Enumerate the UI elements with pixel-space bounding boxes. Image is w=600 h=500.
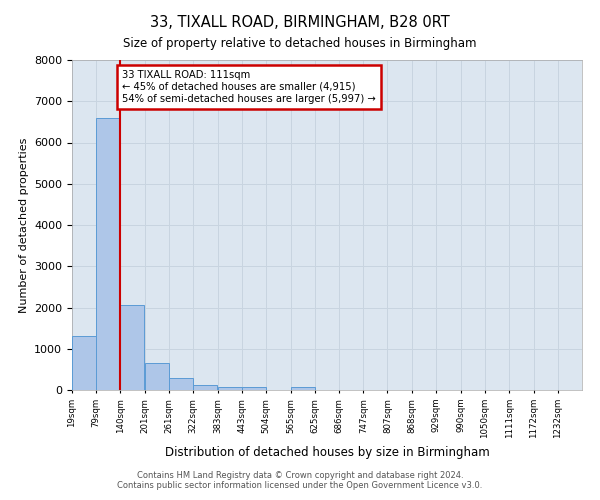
Bar [96, 118, 120, 390]
Bar [242, 386, 266, 390]
Bar [193, 384, 217, 390]
X-axis label: Distribution of detached houses by size in Birmingham: Distribution of detached houses by size … [164, 446, 490, 460]
Bar [290, 386, 314, 390]
Bar [218, 386, 242, 390]
Bar [121, 304, 145, 390]
Bar [145, 363, 169, 390]
Text: Size of property relative to detached houses in Birmingham: Size of property relative to detached ho… [123, 38, 477, 51]
Bar [169, 378, 193, 390]
Text: 33 TIXALL ROAD: 111sqm
← 45% of detached houses are smaller (4,915)
54% of semi-: 33 TIXALL ROAD: 111sqm ← 45% of detached… [122, 70, 376, 104]
Bar [72, 336, 96, 390]
Text: 33, TIXALL ROAD, BIRMINGHAM, B28 0RT: 33, TIXALL ROAD, BIRMINGHAM, B28 0RT [150, 15, 450, 30]
Y-axis label: Number of detached properties: Number of detached properties [19, 138, 29, 312]
Text: Contains HM Land Registry data © Crown copyright and database right 2024.
Contai: Contains HM Land Registry data © Crown c… [118, 470, 482, 490]
